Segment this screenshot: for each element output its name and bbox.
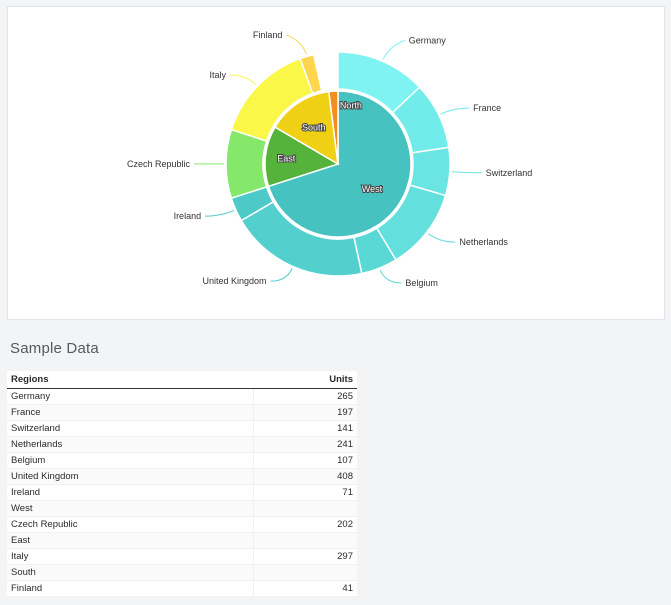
sunburst-chart: West East South North Germany France Switzerla… [127, 30, 533, 288]
outer-label-czech-republic: Czech Republic [127, 159, 191, 169]
leader-line-belgium [379, 269, 402, 284]
table-row: South [7, 564, 357, 581]
outer-label-belgium: Belgium [405, 278, 438, 288]
cell-region: United Kingdom [7, 468, 254, 485]
cell-region: East [7, 532, 254, 549]
table-row: East [7, 532, 357, 549]
column-header-units: Units [253, 371, 357, 389]
outer-label-switzerland: Switzerland [486, 168, 533, 178]
column-header-regions: Regions [7, 371, 254, 389]
inner-label-east: East [277, 153, 296, 163]
cell-region: Netherlands [7, 436, 254, 453]
inner-label-west: West [362, 184, 383, 194]
leader-line-italy [230, 74, 257, 86]
cell-units: 241 [253, 436, 357, 453]
cell-region: West [7, 500, 254, 517]
leader-line-germany [382, 40, 405, 60]
outer-label-ireland: Ireland [174, 211, 202, 221]
cell-units: 202 [253, 516, 357, 533]
sample-data-table: Regions Units Germany 265 France 197 Switzer… [7, 371, 357, 597]
cell-units [253, 532, 357, 549]
outer-label-italy: Italy [209, 70, 226, 80]
cell-units: 408 [253, 468, 357, 485]
leader-line-united-kingdom [270, 268, 293, 282]
inner-label-north: North [340, 100, 362, 110]
slice-finland[interactable] [299, 53, 323, 95]
slice-south[interactable] [273, 90, 339, 166]
cell-units [253, 564, 357, 581]
outer-label-france: France [473, 103, 501, 113]
leader-line-finland [286, 34, 307, 55]
table-header-row: Regions Units [7, 371, 357, 389]
outer-label-united-kingdom: United Kingdom [202, 276, 266, 286]
cell-region: Belgium [7, 452, 254, 469]
cell-units: 107 [253, 452, 357, 469]
cell-units: 265 [253, 388, 357, 405]
chart-panel: West East South North Germany France Switzerla… [7, 6, 665, 320]
table-row: Germany 265 [7, 388, 357, 405]
table-row: Netherlands 241 [7, 436, 357, 453]
leader-line-switzerland [451, 171, 482, 174]
cell-region: Switzerland [7, 420, 254, 437]
cell-units: 41 [253, 580, 357, 597]
leader-line-france [440, 107, 470, 115]
section-title: Sample Data [10, 340, 99, 357]
cell-units: 71 [253, 484, 357, 501]
cell-region: South [7, 564, 254, 581]
cell-region: France [7, 404, 254, 421]
leader-line-netherlands [427, 233, 456, 243]
slice-west[interactable] [267, 90, 412, 238]
slice-czech-republic[interactable] [225, 128, 268, 200]
leader-line-ireland [205, 209, 235, 217]
table-row: Italy 297 [7, 548, 357, 565]
table-row: France 197 [7, 404, 357, 421]
slice-north[interactable] [327, 90, 339, 165]
cell-region: Italy [7, 548, 254, 565]
cell-units: 141 [253, 420, 357, 437]
slice-east[interactable] [264, 126, 340, 188]
table-row: Finland 41 [7, 580, 357, 597]
cell-region: Germany [7, 388, 254, 405]
cell-units: 197 [253, 404, 357, 421]
inner-label-south: South [302, 122, 326, 132]
table-row: West [7, 500, 357, 517]
cell-units [253, 500, 357, 517]
cell-units: 297 [253, 548, 357, 565]
table-row: Switzerland 141 [7, 420, 357, 437]
outer-label-finland: Finland [253, 30, 283, 40]
table-row: Belgium 107 [7, 452, 357, 469]
cell-region: Czech Republic [7, 516, 254, 533]
outer-label-germany: Germany [409, 36, 447, 46]
cell-region: Finland [7, 580, 254, 597]
table-row: Ireland 71 [7, 484, 357, 501]
table-row: Czech Republic 202 [7, 516, 357, 533]
outer-label-netherlands: Netherlands [459, 237, 508, 247]
table-row: United Kingdom 408 [7, 468, 357, 485]
cell-region: Ireland [7, 484, 254, 501]
